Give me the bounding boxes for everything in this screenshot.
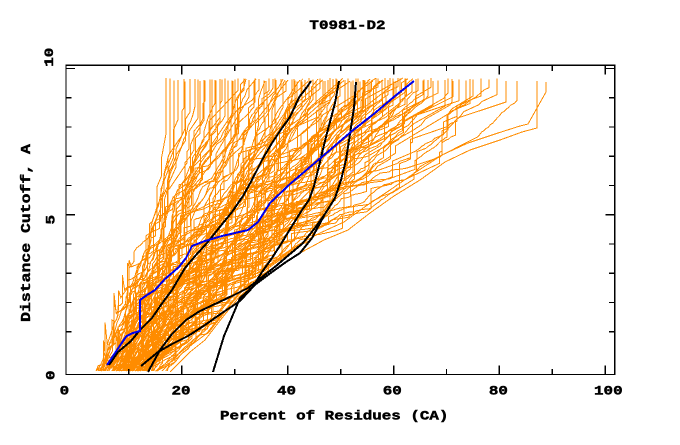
svg-text:100: 100 (594, 385, 623, 399)
svg-text:T0981-D2: T0981-D2 (309, 19, 385, 33)
svg-text:5: 5 (45, 215, 59, 225)
svg-text:0: 0 (60, 385, 70, 399)
svg-text:20: 20 (171, 385, 190, 399)
svg-text:40: 40 (277, 385, 296, 399)
svg-text:Percent of Residues (CA): Percent of Residues (CA) (220, 410, 448, 424)
svg-text:0: 0 (45, 371, 59, 381)
svg-text:10: 10 (43, 48, 57, 67)
svg-text:80: 80 (489, 385, 508, 399)
svg-text:Distance Cutoff, A: Distance Cutoff, A (19, 143, 35, 322)
svg-text:60: 60 (383, 385, 402, 399)
